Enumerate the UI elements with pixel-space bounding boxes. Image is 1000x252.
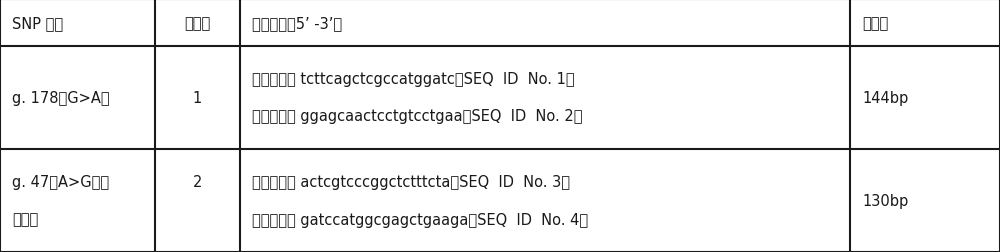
Text: 2: 2 (193, 175, 202, 190)
Text: SNP 位点: SNP 位点 (12, 16, 63, 31)
Text: 靶序列: 靶序列 (862, 16, 888, 31)
Text: g. 178（G>A）: g. 178（G>A） (12, 90, 110, 105)
Text: g. 47（A>G）阳: g. 47（A>G）阳 (12, 175, 109, 190)
Text: 下游引物： ggagcaactcctgtcctgaa（SEQ  ID  No. 2）: 下游引物： ggagcaactcctgtcctgaa（SEQ ID No. 2） (252, 109, 582, 124)
Text: 1: 1 (193, 90, 202, 105)
Text: 下游引物： gatccatggcgagctgaaga（SEQ  ID  No. 4）: 下游引物： gatccatggcgagctgaaga（SEQ ID No. 4） (252, 212, 588, 227)
Text: 144bp: 144bp (862, 90, 908, 105)
Text: 上游引物： actcgtcccggctctttcta（SEQ  ID  No. 3）: 上游引物： actcgtcccggctctttcta（SEQ ID No. 3） (252, 175, 570, 190)
Text: 130bp: 130bp (862, 193, 908, 208)
Text: 引物序列（5’ -3’）: 引物序列（5’ -3’） (252, 16, 342, 31)
Text: 引物对: 引物对 (184, 16, 211, 31)
Text: 性对照: 性对照 (12, 212, 38, 227)
Text: 上游引物： tcttcagctcgccatggatc（SEQ  ID  No. 1）: 上游引物： tcttcagctcgccatggatc（SEQ ID No. 1） (252, 72, 575, 87)
